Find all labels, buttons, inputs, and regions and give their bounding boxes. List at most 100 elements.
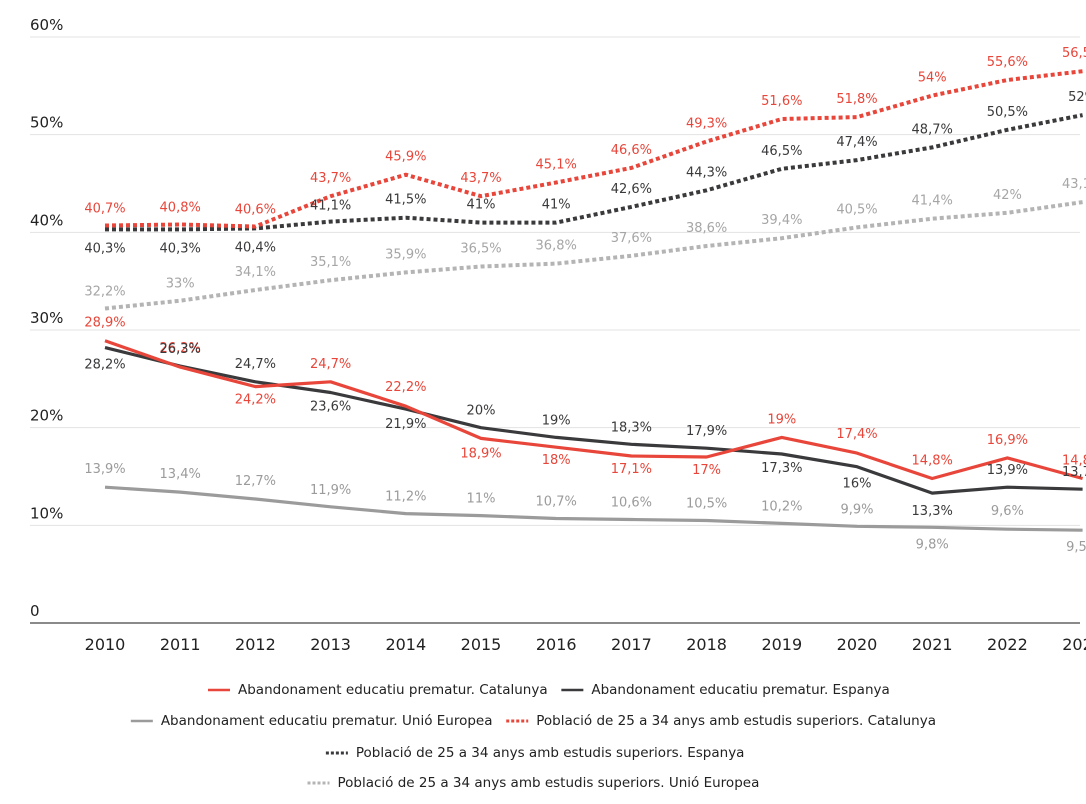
data-label: 42%	[993, 188, 1022, 203]
data-label: 36,8%	[536, 239, 577, 254]
data-label: 10,2%	[761, 499, 802, 514]
data-label: 49,3%	[686, 117, 727, 132]
data-label: 21,9%	[385, 417, 426, 432]
data-label: 51,8%	[836, 92, 877, 107]
x-tick-label: 2010	[85, 635, 126, 654]
data-label: 45,1%	[536, 158, 577, 173]
data-label: 19%	[542, 413, 571, 428]
data-label: 40,3%	[84, 241, 125, 256]
x-tick-label: 2018	[686, 635, 727, 654]
series-line-5	[104, 200, 1083, 311]
data-label: 46,5%	[761, 144, 802, 159]
data-label: 17,3%	[761, 461, 802, 476]
x-tick-label: 2011	[160, 635, 201, 654]
data-label: 18,9%	[460, 446, 501, 461]
legend-label: Població de 25 a 34 anys amb estudis sup…	[338, 775, 760, 791]
data-label: 38,6%	[686, 221, 727, 236]
data-label: 41,4%	[912, 194, 953, 209]
data-label: 43,1%	[1062, 177, 1086, 192]
data-label: 17%	[692, 463, 721, 478]
data-label: 18%	[542, 453, 571, 468]
data-label: 35,1%	[310, 255, 351, 270]
data-label: 47,4%	[836, 135, 877, 150]
series-line-2	[104, 485, 1083, 532]
data-label: 10,7%	[536, 494, 577, 509]
data-label: 10,6%	[611, 495, 652, 510]
data-label: 41,1%	[310, 199, 351, 214]
data-label: 56,5%	[1062, 46, 1086, 61]
data-label: 9,5%	[1066, 540, 1086, 555]
data-label: 14,8%	[912, 453, 953, 468]
legend-label: Població de 25 a 34 anys amb estudis sup…	[356, 745, 745, 761]
data-label: 11%	[467, 492, 496, 507]
data-label: 51,6%	[761, 94, 802, 109]
y-tick-label: 10%	[30, 504, 63, 522]
y-tick-label: 20%	[30, 407, 63, 425]
data-label: 13,9%	[987, 463, 1028, 478]
data-label: 12,7%	[235, 474, 276, 489]
series-line-1	[104, 346, 1083, 495]
data-label: 36,5%	[460, 242, 501, 257]
data-label: 17,1%	[611, 462, 652, 477]
y-tick-label: 40%	[30, 211, 63, 229]
data-label: 17,4%	[836, 427, 877, 442]
data-label: 40,7%	[84, 201, 125, 216]
data-label: 41%	[542, 198, 571, 213]
data-label: 24,2%	[235, 393, 276, 408]
data-label: 9,9%	[840, 502, 873, 517]
x-tick-label: 2021	[912, 635, 953, 654]
series-line-3	[104, 69, 1083, 229]
y-tick-label: 50%	[30, 114, 63, 132]
legend-label: Població de 25 a 34 anys amb estudis sup…	[536, 713, 936, 729]
data-label: 28,2%	[84, 358, 125, 373]
x-tick-label: 2013	[310, 635, 351, 654]
y-tick-label: 60%	[30, 16, 63, 34]
data-label: 35,9%	[385, 247, 426, 262]
data-label: 33%	[166, 277, 195, 292]
data-label: 26,3%	[160, 342, 201, 357]
data-label: 16,9%	[987, 433, 1028, 448]
legend-label: Abandonament educatiu prematur. Unió Eur…	[161, 713, 493, 729]
data-label: 22,2%	[385, 380, 426, 395]
series-line-0	[104, 339, 1084, 481]
x-tick-label: 2020	[837, 635, 878, 654]
data-label: 55,6%	[987, 55, 1028, 70]
data-labels: 28,9% 26,2% 24,2% 24,7% 22,2% 18,9% 18% 17,1% 17…	[84, 46, 1086, 555]
data-label: 40,5%	[836, 202, 877, 217]
data-label: 39,4%	[761, 213, 802, 228]
data-label: 10,5%	[686, 496, 727, 511]
data-label: 43,7%	[310, 171, 351, 186]
data-label: 46,6%	[611, 143, 652, 158]
data-label: 52%	[1068, 90, 1086, 105]
data-label: 26,2%	[160, 341, 201, 356]
x-tick-label: 2017	[611, 635, 652, 654]
x-tick-label: 2015	[461, 635, 502, 654]
x-tick-label: 2023	[1062, 635, 1086, 654]
data-label: 45,9%	[385, 150, 426, 165]
gridlines	[30, 36, 1080, 624]
data-label: 9,8%	[916, 537, 949, 552]
x-tick-label: 2016	[536, 635, 577, 654]
data-label: 13,9%	[84, 462, 125, 477]
x-axis: 2010 2011 2012 2013 2014 2015 2016 2017 2018 2019…	[85, 635, 1086, 654]
data-label: 40,6%	[235, 202, 276, 217]
data-label: 32,2%	[84, 285, 125, 300]
y-axis: 0 10% 20% 30% 40% 50% 60%	[30, 16, 63, 620]
data-label: 24,7%	[235, 357, 276, 372]
data-label: 42,6%	[611, 182, 652, 197]
data-label: 13,3%	[912, 504, 953, 519]
data-label: 13,4%	[160, 467, 201, 482]
data-label: 11,9%	[310, 483, 351, 498]
data-label: 54%	[918, 71, 947, 86]
data-label: 48,7%	[912, 122, 953, 137]
data-label: 41,5%	[385, 193, 426, 208]
legend-label: Abandonament educatiu prematur. Cataluny…	[238, 682, 548, 698]
data-label: 23,6%	[310, 400, 351, 415]
data-label: 13,7%	[1062, 465, 1086, 480]
y-tick-label: 0	[30, 602, 40, 620]
data-label: 24,7%	[310, 357, 351, 372]
data-label: 44,3%	[686, 165, 727, 180]
data-label: 19%	[767, 412, 796, 427]
x-tick-label: 2019	[761, 635, 802, 654]
